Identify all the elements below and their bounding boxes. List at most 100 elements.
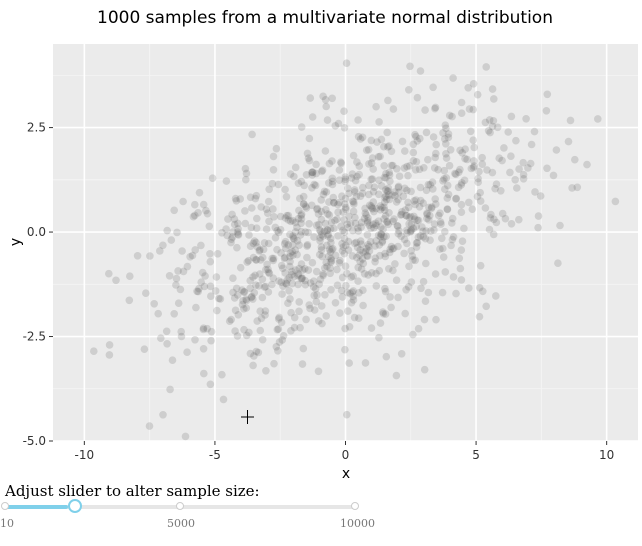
slider-handle[interactable] <box>67 499 82 513</box>
data-point <box>400 235 409 244</box>
data-point <box>378 203 386 212</box>
data-point <box>275 313 284 322</box>
data-point <box>268 280 276 289</box>
data-point <box>197 241 205 250</box>
data-point <box>297 211 305 220</box>
data-point <box>236 195 244 203</box>
data-point <box>372 237 380 245</box>
data-point <box>291 266 300 274</box>
data-point <box>426 236 434 244</box>
data-point <box>245 231 253 239</box>
data-point <box>335 166 344 174</box>
data-point <box>382 195 391 204</box>
y-axis-ticks: -5.0 -2.5 0.0 2.5 <box>23 121 53 448</box>
data-point <box>343 410 351 419</box>
data-point <box>241 219 250 228</box>
data-point <box>397 232 405 240</box>
data-point <box>347 174 356 182</box>
data-point <box>183 262 192 271</box>
data-point <box>374 217 383 225</box>
data-point <box>394 222 402 230</box>
data-point <box>239 297 247 305</box>
data-point <box>301 202 310 211</box>
data-point <box>174 299 183 308</box>
data-point <box>382 174 390 182</box>
data-point <box>345 359 354 367</box>
data-point <box>328 180 337 189</box>
data-point <box>425 216 433 224</box>
data-points <box>90 59 620 441</box>
data-point <box>427 227 435 235</box>
data-point <box>369 165 378 173</box>
data-point <box>189 212 198 221</box>
data-point <box>351 219 360 228</box>
data-point <box>333 281 342 290</box>
data-point <box>359 183 367 192</box>
data-point <box>308 258 317 267</box>
data-point <box>273 245 281 254</box>
data-point <box>416 232 425 240</box>
data-point <box>249 273 257 281</box>
data-point <box>259 245 268 254</box>
data-point <box>350 239 359 248</box>
data-point <box>168 356 177 365</box>
data-point <box>331 251 340 260</box>
slider-max-dot <box>351 502 359 510</box>
slider-fill <box>5 505 68 509</box>
data-point <box>498 209 507 218</box>
data-point <box>252 256 261 264</box>
data-point <box>193 287 201 296</box>
sample-size-slider[interactable] <box>1 499 359 513</box>
data-point <box>252 191 261 200</box>
data-point <box>256 246 264 254</box>
data-point <box>501 214 510 223</box>
data-point <box>338 293 347 301</box>
data-point <box>411 215 419 223</box>
x-axis-label: x <box>342 466 350 480</box>
data-point <box>294 270 303 278</box>
data-point <box>349 151 358 160</box>
data-point <box>511 176 519 184</box>
data-point <box>303 149 312 158</box>
data-point <box>412 243 421 251</box>
data-point <box>460 224 468 233</box>
data-point <box>457 109 466 117</box>
data-point <box>264 239 273 248</box>
data-point <box>485 225 494 234</box>
data-point <box>507 220 516 228</box>
data-point <box>286 249 295 257</box>
data-point <box>264 268 273 277</box>
data-point <box>356 257 364 266</box>
data-point <box>441 227 449 236</box>
data-point <box>90 347 98 356</box>
data-point <box>308 168 317 177</box>
data-point <box>391 260 399 268</box>
data-point <box>405 213 414 222</box>
data-point <box>369 198 378 206</box>
data-point <box>248 130 256 139</box>
data-point <box>384 187 392 195</box>
data-point <box>372 269 380 278</box>
data-point <box>297 123 306 131</box>
data-point <box>543 90 552 99</box>
data-point <box>262 205 271 213</box>
data-point <box>327 254 335 263</box>
data-point <box>327 218 336 227</box>
data-point <box>457 246 466 254</box>
data-point <box>246 349 255 358</box>
data-point <box>364 271 373 279</box>
data-point <box>255 247 264 255</box>
data-point <box>308 168 316 177</box>
data-point <box>268 254 277 263</box>
data-point <box>249 295 257 303</box>
data-point <box>524 164 532 172</box>
data-point <box>274 228 283 237</box>
data-point <box>481 118 490 127</box>
data-point <box>403 186 411 195</box>
data-point <box>554 259 562 268</box>
data-point <box>300 181 309 190</box>
data-point <box>392 371 401 380</box>
data-point <box>457 208 466 216</box>
data-point <box>387 242 396 251</box>
data-point <box>375 118 383 126</box>
